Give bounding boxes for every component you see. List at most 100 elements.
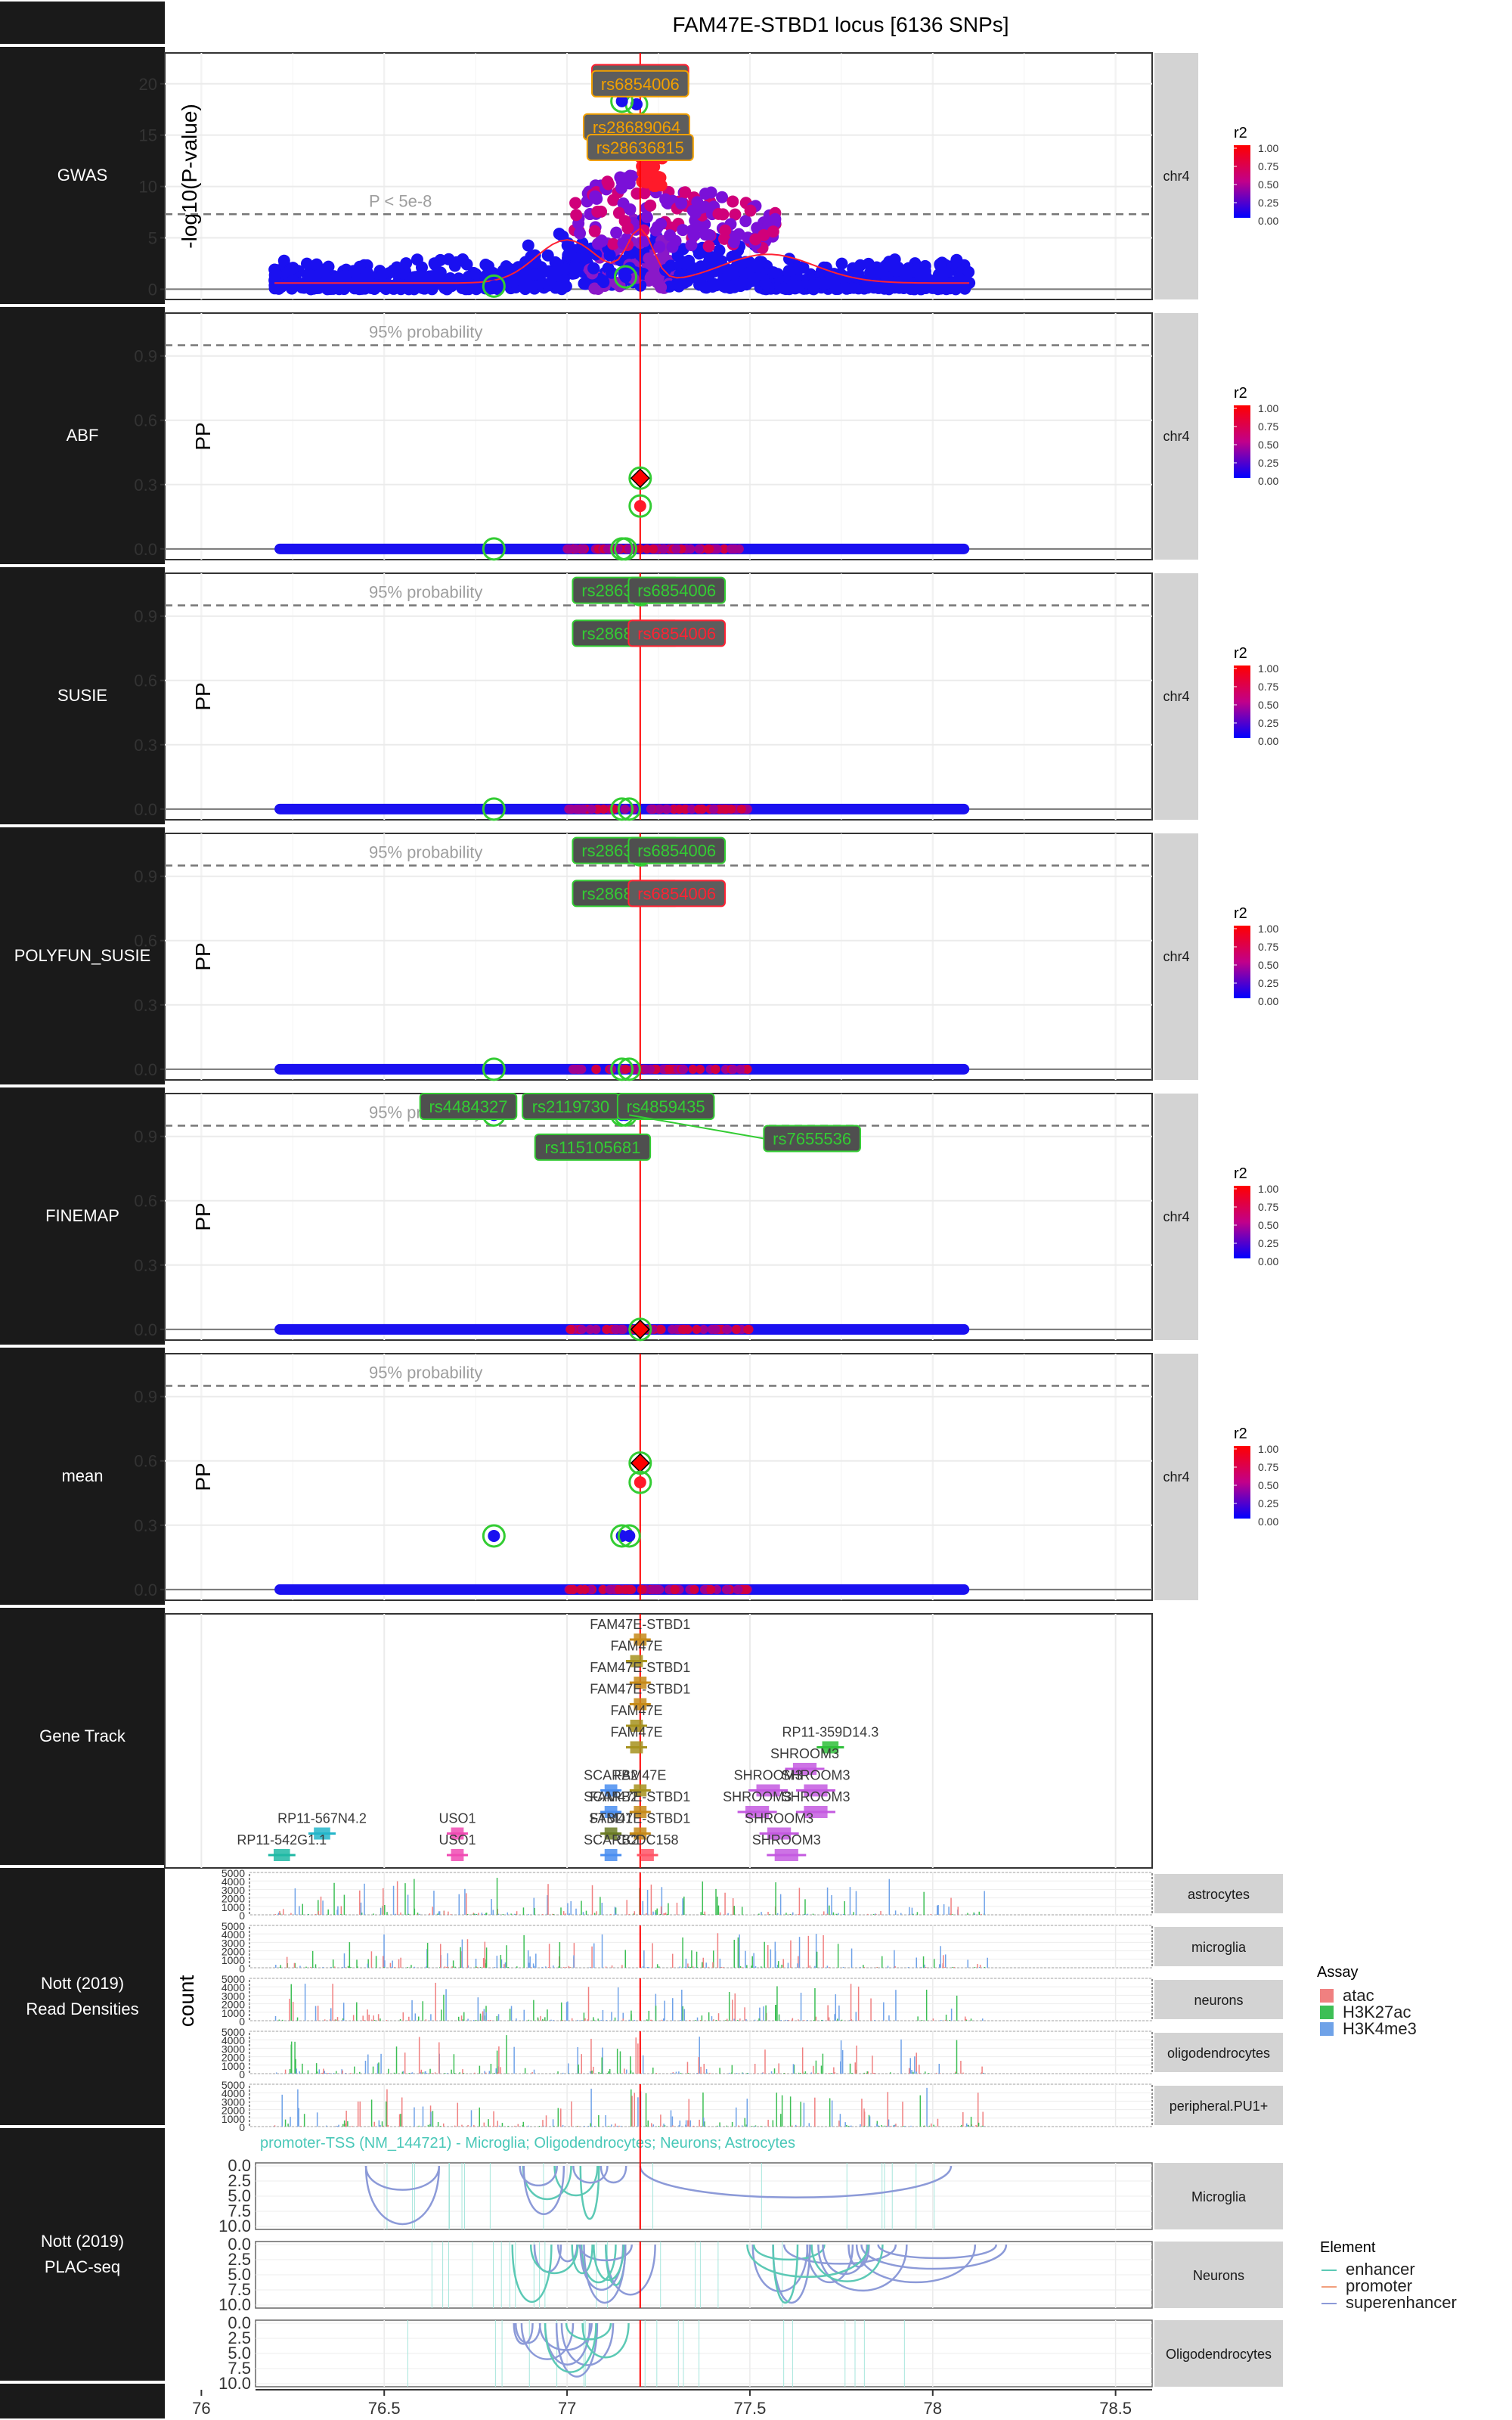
gene-exon [604, 1849, 618, 1861]
credible-set-ring [482, 1057, 506, 1081]
plac-loop [581, 2322, 630, 2359]
snp-label-box [419, 1093, 518, 1121]
plac-loop [560, 2322, 615, 2366]
r2-legend-label: 0.00 [1258, 995, 1278, 1007]
facet-strip [1154, 2086, 1283, 2125]
element-legend-label: promoter [1346, 2276, 1412, 2295]
snp-point [694, 544, 704, 554]
snp-point [621, 1064, 631, 1074]
r2-legend-label: 1.00 [1258, 142, 1278, 154]
snp-point [912, 278, 925, 291]
y-tick-label: 3000 [222, 1937, 245, 1949]
snp-point [712, 544, 722, 554]
plac-loop [522, 2165, 565, 2215]
gene-label: SCARB2 [584, 1789, 638, 1804]
snp-point [722, 267, 735, 280]
row-label: mean [61, 1466, 103, 1485]
y-tick-label: 0.6 [134, 932, 157, 951]
panel-plac-seq: promoter-TSS (NM_144721) - Microglia; Ol… [218, 2127, 1457, 2393]
snp-point [610, 226, 623, 239]
snp-point [915, 268, 928, 281]
assay-legend-label: H3K4me3 [1343, 2019, 1417, 2038]
snp-point [534, 277, 547, 290]
threshold-label: 95% probability [369, 1364, 482, 1382]
y-tick-label: 2000 [222, 1999, 245, 2011]
y-tick-label: 4000 [222, 1928, 245, 1941]
snp-point [400, 257, 413, 270]
facet-strip [1154, 53, 1198, 299]
snp-point [529, 259, 542, 272]
element-legend-label: superenhancer [1346, 2293, 1457, 2312]
r2-legend-label: 1.00 [1258, 923, 1278, 935]
gene-exon [756, 1784, 780, 1797]
snp-point [689, 1584, 699, 1594]
snp-point [268, 279, 281, 292]
snp-point [662, 804, 672, 814]
y-tick-label: 10.0 [218, 2217, 251, 2235]
row-label: POLYFUN_SUSIE [14, 946, 151, 965]
snp-label: rs28636815 [596, 138, 684, 157]
snp-cloud [268, 139, 976, 296]
snp-point [705, 544, 714, 554]
y-tick-label: 10 [139, 178, 157, 197]
y-tick-label: 0.9 [134, 607, 157, 626]
y-tick-label: 4000 [222, 1876, 245, 1888]
plac-loop [538, 2322, 593, 2351]
snp-point [875, 266, 888, 279]
snp-point [655, 1584, 665, 1594]
gene-exon [804, 1784, 828, 1797]
snp-point [637, 1584, 647, 1594]
y-tick-label: 10.0 [218, 2374, 251, 2393]
assay-legend-key [1320, 1989, 1334, 2003]
y-tick-label: 0.3 [134, 996, 157, 1015]
y-tick-label: 0.0 [228, 2156, 251, 2175]
y-tick-label: 0.0 [228, 2313, 251, 2332]
snp-point [602, 178, 615, 191]
credible-set-ring [482, 797, 506, 821]
gene-exon [804, 1806, 828, 1818]
gene-exon [634, 1784, 647, 1797]
snp-point [311, 279, 324, 292]
panel-abf: 0.0 0.3 0.6 0.9 95% probability PP chr4 r2 1.00 0… [134, 312, 1278, 561]
snp-point [522, 239, 534, 252]
plac-facet: 0.02.55.07.510.0 Neurons [218, 2235, 1283, 2314]
credible-set-ring [628, 1470, 652, 1494]
snp-point [655, 218, 668, 231]
facet-strip [1154, 1980, 1283, 2019]
snp-point [665, 1064, 674, 1074]
y-tick-label: 2000 [222, 1893, 245, 1905]
plac-loop [364, 2165, 441, 2226]
panel-mean: 0.0 0.3 0.6 0.9 95% probability PP chr4 r2 1.00 0… [134, 1353, 1278, 1601]
gene-label: FAM47E-STBD1 [590, 1617, 690, 1632]
snp-point [739, 215, 752, 228]
snp-point [934, 258, 947, 271]
threshold-label: 95% probability [369, 323, 482, 342]
snp-point [694, 804, 704, 814]
snp-point [591, 1064, 601, 1074]
plac-loop [810, 2244, 884, 2282]
y-tick-label: 5000 [222, 2026, 245, 2038]
snp-point [268, 268, 281, 281]
snp-point [699, 281, 711, 293]
gene-label: FAM47E-STBD1 [590, 1811, 690, 1826]
plac-header: promoter-TSS (NM_144721) - Microglia; Ol… [260, 2135, 795, 2152]
y-tick-label: 0 [239, 1962, 245, 1975]
snp-point [673, 280, 686, 293]
snp-label: rs115105681 [545, 1138, 641, 1157]
snp-point [670, 1584, 680, 1594]
snp-point [578, 804, 587, 814]
credible-set-ring [617, 1057, 641, 1081]
r2-legend-label: 0.75 [1258, 1201, 1278, 1213]
row-label-bg [0, 827, 165, 1084]
row-label-line: POLYFUN_SUSIE [14, 946, 151, 965]
y-tick-label: 2000 [222, 2105, 245, 2117]
snp-point [629, 246, 642, 259]
facet-strip [1154, 833, 1198, 1080]
snp-point [570, 209, 583, 222]
snp-point [900, 268, 912, 281]
plac-loop [511, 2244, 553, 2304]
snp-point [620, 804, 630, 814]
snp-point [962, 265, 975, 278]
row-label-bg [0, 567, 165, 824]
snp-label: rs28689064 [593, 118, 680, 137]
